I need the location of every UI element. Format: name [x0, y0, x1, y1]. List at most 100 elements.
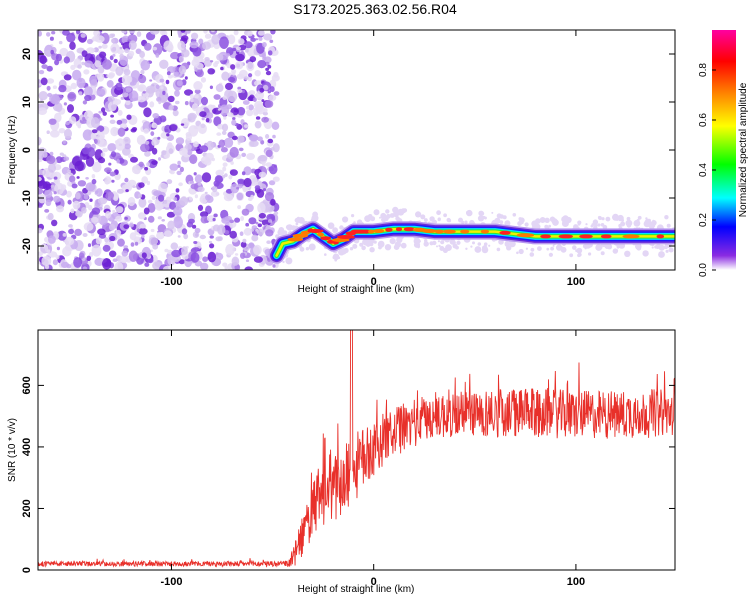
- noise-speckle: [116, 119, 123, 125]
- noise-speckle: [159, 59, 169, 69]
- noise-speckle: [202, 41, 211, 50]
- noise-speckle: [38, 176, 42, 182]
- noise-speckle: [84, 60, 94, 68]
- noise-speckle: [161, 150, 167, 156]
- ridge-halo-speckle: [504, 220, 511, 227]
- noise-speckle: [197, 204, 204, 211]
- noise-speckle: [89, 198, 93, 202]
- noise-speckle: [205, 117, 210, 123]
- noise-speckle: [201, 117, 205, 121]
- ridge-peak: [362, 229, 370, 234]
- ridge-halo-speckle: [585, 223, 588, 226]
- ridge-halo-speckle: [333, 231, 336, 234]
- noise-speckle: [110, 151, 117, 158]
- noise-speckle: [193, 172, 197, 176]
- noise-speckle: [50, 49, 54, 55]
- noise-speckle: [66, 264, 72, 269]
- noise-speckle: [109, 235, 116, 242]
- noise-speckle: [68, 116, 77, 125]
- ridge-halo-speckle: [455, 245, 459, 250]
- noise-speckle: [121, 118, 128, 125]
- noise-speckle: [140, 143, 150, 153]
- ridge-halo-speckle: [464, 220, 468, 224]
- noise-speckle: [55, 254, 60, 260]
- ridge-halo-speckle: [481, 246, 489, 254]
- noise-speckle: [214, 175, 223, 184]
- noise-speckle: [161, 219, 165, 222]
- noise-speckle: [236, 192, 244, 201]
- noise-speckle: [255, 90, 264, 100]
- ridge-halo-speckle: [423, 241, 429, 247]
- noise-speckle: [83, 193, 89, 200]
- noise-speckle: [46, 78, 55, 84]
- ridge-halo-speckle: [377, 241, 385, 248]
- ridge-halo-speckle: [461, 220, 465, 224]
- colorbar-tick-label: 0.8: [698, 63, 709, 77]
- noise-speckle: [215, 252, 219, 256]
- ridge-halo-speckle: [466, 209, 473, 217]
- noise-speckle: [146, 162, 151, 167]
- noise-speckle: [152, 113, 159, 119]
- noise-speckle: [262, 162, 266, 167]
- ridge-halo-speckle: [546, 247, 550, 251]
- noise-speckle: [213, 62, 218, 68]
- noise-speckle: [227, 90, 238, 103]
- noise-speckle: [191, 103, 199, 112]
- noise-speckle: [225, 53, 230, 57]
- ridge-halo-speckle: [437, 217, 441, 222]
- noise-speckle: [194, 89, 201, 94]
- noise-speckle: [137, 95, 146, 103]
- noise-speckle: [165, 79, 170, 85]
- noise-speckle: [247, 30, 253, 37]
- noise-speckle: [197, 123, 207, 135]
- noise-speckle: [180, 30, 186, 33]
- noise-speckle: [96, 125, 105, 132]
- noise-speckle: [235, 46, 241, 51]
- ridge-halo-speckle: [539, 217, 546, 223]
- noise-speckle: [128, 250, 138, 262]
- noise-speckle: [151, 147, 158, 155]
- ridge-halo-speckle: [637, 215, 642, 220]
- noise-speckle: [138, 86, 144, 91]
- noise-speckle: [268, 94, 277, 101]
- noise-speckle: [111, 38, 115, 43]
- noise-speckle: [192, 224, 197, 229]
- noise-speckle: [244, 124, 249, 128]
- noise-speckle: [217, 236, 223, 242]
- noise-speckle: [248, 242, 255, 249]
- noise-speckle: [56, 246, 61, 251]
- noise-speckle: [208, 240, 213, 244]
- colorbar-tick-label: 0.6: [698, 113, 709, 127]
- ridge-halo-speckle: [594, 226, 597, 229]
- noise-speckle: [201, 172, 212, 183]
- noise-speckle: [86, 255, 92, 261]
- noise-speckle: [65, 121, 70, 126]
- noise-speckle: [85, 156, 95, 167]
- ridge-halo-speckle: [664, 245, 668, 250]
- noise-speckle: [96, 88, 106, 97]
- noise-speckle: [175, 137, 185, 145]
- snr-ytick-label: 600: [21, 376, 33, 394]
- noise-speckle: [66, 32, 76, 43]
- noise-speckle: [130, 242, 135, 247]
- noise-speckle: [245, 222, 250, 227]
- ridge-halo-speckle: [356, 219, 363, 225]
- noise-speckle: [129, 232, 137, 241]
- noise-speckle: [265, 134, 270, 139]
- noise-speckle: [139, 223, 147, 229]
- ridge-halo-speckle: [496, 247, 501, 252]
- ridge-halo-speckle: [577, 222, 581, 226]
- noise-speckle: [252, 231, 258, 235]
- noise-speckle: [95, 237, 102, 245]
- noise-speckle: [268, 164, 278, 175]
- ridge-peak: [622, 234, 640, 239]
- noise-speckle: [125, 87, 132, 93]
- noise-speckle: [236, 135, 245, 144]
- noise-speckle: [38, 139, 41, 145]
- ridge-halo-speckle: [601, 217, 605, 221]
- noise-speckle: [68, 228, 75, 235]
- noise-speckle: [234, 253, 239, 256]
- noise-speckle: [109, 55, 114, 61]
- noise-speckle: [48, 118, 57, 125]
- noise-speckle: [58, 84, 67, 93]
